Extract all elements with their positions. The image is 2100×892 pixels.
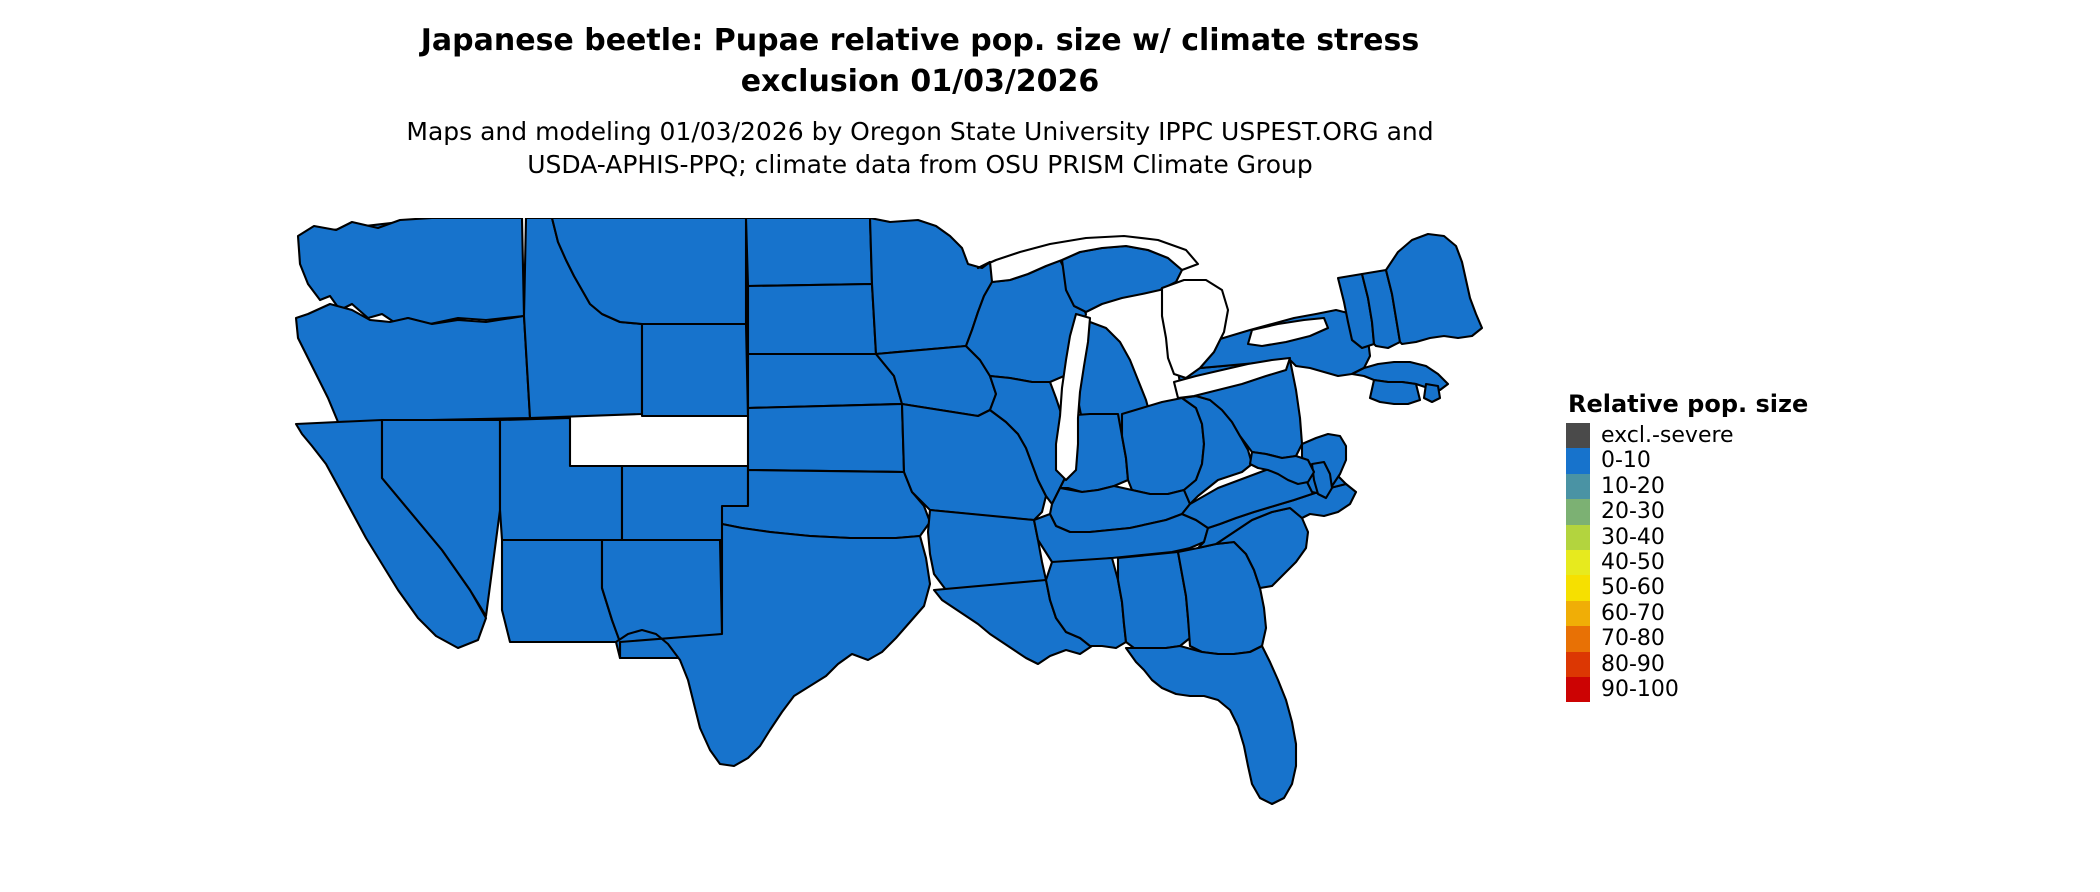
state-wyoming[interactable] xyxy=(640,322,750,418)
header-block: Japanese beetle: Pupae relative pop. siz… xyxy=(0,20,1840,181)
legend-item-label: 50-60 xyxy=(1601,575,1665,601)
legend-item-label: 0-10 xyxy=(1601,448,1651,474)
lake-superior xyxy=(976,234,1200,284)
state-connecticut[interactable] xyxy=(1368,378,1422,406)
page-subtitle: Maps and modeling 01/03/2026 by Oregon S… xyxy=(406,117,1434,179)
state-oklahoma[interactable] xyxy=(720,468,932,540)
legend-item[interactable]: 80-90 xyxy=(1566,651,1886,677)
state-delaware[interactable] xyxy=(1310,460,1334,500)
legend-item[interactable]: 10-20 xyxy=(1566,473,1886,500)
state-north-dakota[interactable] xyxy=(744,218,874,288)
legend-item[interactable]: excl.-severe xyxy=(1566,423,1886,449)
legend: Relative pop. size excl.-severe 0-10 10-20… xyxy=(1566,390,1886,703)
state-alabama[interactable] xyxy=(1116,550,1192,650)
legend-items: excl.-severe 0-10 10-20 20-30 30-40 40-50 50-6… xyxy=(1566,423,1886,703)
us-map-svg xyxy=(294,218,1484,806)
legend-color-swatch xyxy=(1566,676,1590,703)
legend-item[interactable]: 90-100 xyxy=(1566,676,1886,703)
state-maine[interactable] xyxy=(1384,232,1484,346)
lake-ontario xyxy=(1246,316,1330,348)
legend-color-swatch xyxy=(1566,600,1590,627)
legend-color-swatch xyxy=(1566,549,1590,576)
legend-title: Relative pop. size xyxy=(1568,390,1809,418)
great-lakes xyxy=(976,234,1330,482)
us-choropleth-map[interactable] xyxy=(290,218,1540,878)
state-oregon[interactable] xyxy=(294,302,532,424)
state-south-dakota[interactable] xyxy=(746,282,878,356)
legend-item-label: 30-40 xyxy=(1601,524,1665,550)
legend-item[interactable]: 60-70 xyxy=(1566,600,1886,627)
state-utah[interactable] xyxy=(498,416,624,542)
legend-color-swatch xyxy=(1566,448,1590,474)
state-texas[interactable] xyxy=(614,522,932,768)
legend-item-label: 90-100 xyxy=(1601,676,1679,702)
lake-huron xyxy=(1160,278,1230,380)
lake-erie xyxy=(1172,356,1292,400)
state-rhode-island[interactable] xyxy=(1422,382,1442,404)
legend-item[interactable]: 70-80 xyxy=(1566,626,1886,652)
legend-item[interactable]: 30-40 xyxy=(1566,524,1886,550)
page-title: Japanese beetle: Pupae relative pop. siz… xyxy=(420,23,1420,99)
legend-item[interactable]: 40-50 xyxy=(1566,549,1886,576)
legend-item-label: 20-30 xyxy=(1601,499,1665,525)
state-polygons xyxy=(294,218,1484,806)
legend-item-label: 70-80 xyxy=(1601,626,1665,652)
lake-michigan xyxy=(1054,312,1092,482)
state-kansas[interactable] xyxy=(746,402,906,474)
legend-color-swatch xyxy=(1566,651,1590,677)
state-maryland[interactable] xyxy=(1248,450,1316,486)
legend-color-swatch xyxy=(1566,499,1590,525)
legend-item[interactable]: 20-30 xyxy=(1566,499,1886,525)
legend-color-swatch xyxy=(1566,524,1590,550)
legend-item-label: 80-90 xyxy=(1601,651,1665,677)
legend-color-swatch xyxy=(1566,423,1590,449)
legend-item-label: excl.-severe xyxy=(1601,423,1734,448)
legend-item[interactable]: 50-60 xyxy=(1566,575,1886,601)
legend-color-swatch xyxy=(1566,626,1590,652)
legend-item[interactable]: 0-10 xyxy=(1566,448,1886,474)
legend-item-label: 40-50 xyxy=(1601,549,1665,575)
state-florida[interactable] xyxy=(1124,644,1298,806)
legend-color-swatch xyxy=(1566,575,1590,601)
state-arkansas[interactable] xyxy=(926,508,1048,592)
state-nebraska[interactable] xyxy=(746,352,904,410)
legend-item-label: 60-70 xyxy=(1601,600,1665,626)
legend-item-label: 10-20 xyxy=(1601,473,1665,499)
legend-color-swatch xyxy=(1566,473,1590,500)
state-ohio[interactable] xyxy=(1120,396,1206,496)
